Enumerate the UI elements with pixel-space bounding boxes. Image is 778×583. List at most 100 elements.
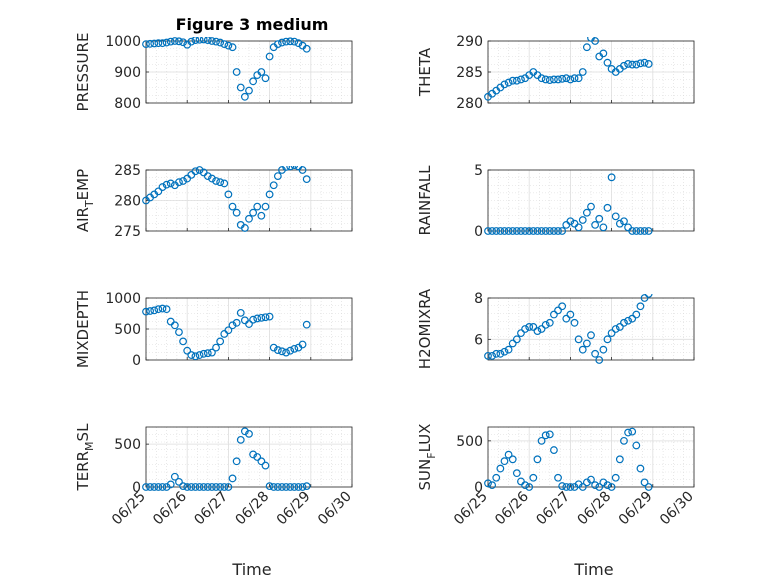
y-tick-label: 1000 — [105, 34, 141, 50]
y-tick-label: 0 — [474, 480, 483, 496]
subplot-sun-flux: 0 500 06/25 06/26 06/27 06/28 06/29 06/30 SUNFLU… — [416, 424, 697, 529]
data-point — [566, 217, 575, 226]
data-series — [484, 294, 653, 364]
data-point — [554, 75, 562, 84]
data-point — [562, 483, 571, 491]
data-point — [282, 166, 290, 171]
subplot-theta: 280 285 290 THETA — [416, 34, 695, 112]
data-point — [212, 483, 220, 491]
data-point — [212, 37, 220, 46]
data-point — [302, 482, 311, 491]
x-tick-label: 06/30 — [315, 489, 355, 529]
data-point — [595, 214, 604, 223]
data-point — [632, 227, 641, 235]
data-point — [195, 37, 204, 44]
data-point — [228, 321, 237, 330]
data-point — [286, 37, 295, 46]
data-point — [504, 227, 513, 235]
y-tick-label: 5 — [474, 163, 483, 179]
data-point — [582, 208, 591, 217]
y-axis-label: AIRTEMP — [74, 169, 96, 232]
data-point — [203, 349, 212, 358]
axes-box — [487, 297, 695, 361]
x-axis-label-left: Time — [231, 560, 271, 579]
y-tick-label: 800 — [114, 96, 141, 112]
data-point — [265, 52, 274, 61]
data-point — [170, 37, 179, 45]
data-point — [224, 190, 233, 199]
data-point — [632, 310, 641, 319]
data-point — [517, 75, 525, 84]
data-point — [500, 80, 509, 89]
data-point — [216, 337, 225, 346]
data-series — [142, 166, 311, 232]
data-point — [154, 305, 163, 314]
data-point — [574, 335, 583, 344]
data-point — [187, 351, 196, 359]
data-point — [488, 351, 497, 360]
x-tick-label: 06/28 — [575, 489, 615, 529]
data-point — [537, 74, 546, 83]
data-point — [562, 74, 571, 83]
data-point — [558, 482, 567, 490]
data-point — [158, 39, 167, 48]
data-point — [644, 227, 653, 235]
y-tick-label: 500 — [114, 437, 141, 453]
data-point — [591, 220, 600, 229]
data-point — [208, 483, 216, 491]
data-point — [158, 304, 167, 313]
data-point — [508, 227, 517, 235]
data-point — [550, 227, 558, 235]
data-point — [578, 483, 587, 491]
data-point — [591, 37, 600, 45]
data-point — [554, 473, 562, 482]
data-point — [644, 60, 653, 68]
data-point — [587, 475, 595, 484]
data-point — [570, 74, 579, 83]
data-point — [236, 83, 245, 92]
data-point — [269, 343, 278, 352]
data-point — [298, 166, 307, 174]
data-point — [150, 39, 159, 48]
x-tick-label: 06/26 — [150, 488, 190, 528]
data-point — [537, 325, 546, 333]
axes-box — [487, 426, 695, 488]
y-axis-label: PRESSURE — [74, 33, 92, 112]
data-point — [620, 318, 628, 327]
data-point — [512, 76, 521, 85]
data-point — [278, 483, 286, 491]
data-point — [566, 310, 575, 319]
data-point — [253, 314, 262, 323]
data-point — [162, 483, 171, 491]
data-point — [199, 37, 208, 44]
data-point — [179, 337, 187, 346]
data-point — [212, 177, 220, 185]
data-point — [545, 430, 554, 439]
data-point — [175, 178, 183, 187]
data-point — [191, 352, 200, 361]
x-tick-label: 06/29 — [274, 489, 314, 529]
data-point — [199, 483, 208, 491]
data-point — [628, 227, 637, 235]
data-point — [525, 323, 534, 331]
data-point — [615, 219, 624, 228]
data-point — [232, 208, 241, 217]
data-point — [500, 227, 509, 235]
y-tick-label: 0 — [132, 480, 141, 496]
data-point — [257, 457, 266, 466]
y-axis-label: SUNFLUX — [416, 424, 438, 491]
data-point — [245, 429, 253, 438]
data-point — [599, 223, 608, 232]
data-point — [191, 483, 200, 491]
data-point — [257, 68, 266, 76]
data-point — [203, 172, 212, 181]
data-point — [529, 227, 538, 235]
data-point — [550, 446, 558, 454]
data-point — [504, 450, 513, 459]
data-point — [545, 318, 554, 327]
data-point — [146, 307, 155, 315]
data-point — [545, 76, 554, 84]
data-point — [245, 214, 253, 223]
data-point — [603, 335, 612, 344]
data-point — [607, 329, 616, 338]
